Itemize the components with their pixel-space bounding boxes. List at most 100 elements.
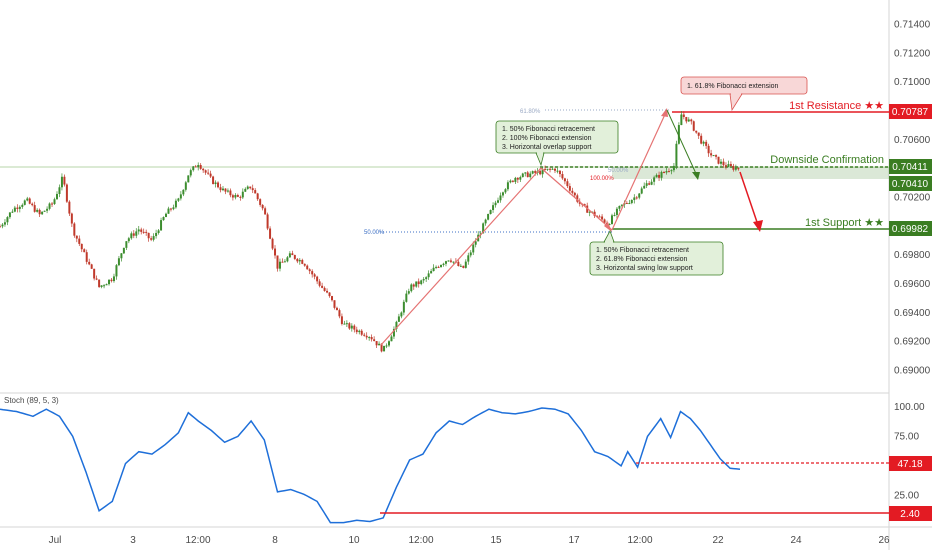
candle-body — [6, 217, 9, 223]
candle-body — [697, 132, 700, 136]
candle-body — [724, 165, 727, 167]
callout-bottom-line-2: 2. 61.8% Fibonacci extension — [596, 256, 688, 263]
candle-body — [231, 195, 234, 198]
candle-body — [603, 219, 606, 223]
candle-body — [554, 168, 556, 171]
candle-body — [303, 263, 306, 266]
candle-body — [653, 177, 656, 182]
candle-body — [348, 323, 351, 329]
candle-body — [558, 170, 561, 175]
candle-body — [685, 116, 688, 122]
candle-body — [192, 166, 195, 171]
candle-body — [239, 196, 242, 198]
candle-body — [643, 185, 646, 189]
candle-body — [586, 205, 589, 213]
candle-body — [274, 248, 277, 256]
candle-body — [544, 168, 547, 170]
candle-body — [378, 343, 381, 346]
candle-body — [155, 232, 158, 237]
candle-body — [65, 184, 68, 202]
candle-body — [601, 216, 604, 220]
candle-body — [375, 341, 378, 346]
candle-body — [88, 261, 91, 265]
candle-body — [405, 293, 408, 302]
candle-body — [301, 259, 304, 264]
candle-body — [531, 171, 534, 174]
candle-body — [83, 249, 86, 253]
candle-body — [278, 261, 281, 269]
candle-body — [392, 328, 395, 337]
candle-body — [75, 235, 78, 239]
green-leg-1-head — [692, 172, 700, 180]
candle-body — [380, 343, 383, 352]
candle-body — [638, 193, 641, 198]
candle-body — [583, 204, 586, 206]
candle-body — [281, 261, 284, 263]
candle-body — [727, 164, 730, 167]
candle-body — [187, 175, 190, 183]
candle-body — [55, 193, 58, 200]
trend-arrow-1 — [380, 167, 542, 346]
candle-body — [120, 253, 123, 259]
candle-body — [608, 224, 611, 226]
candle-body — [566, 181, 569, 187]
candle-body — [53, 199, 56, 205]
time-tick-label: 22 — [712, 535, 724, 546]
resistance-badge-value: 0.70787 — [892, 107, 929, 118]
candle-body — [338, 310, 341, 317]
candle-body — [373, 339, 376, 342]
candle-body — [1, 224, 4, 227]
candle-body — [358, 330, 361, 333]
candle-body — [410, 284, 413, 292]
candle-body — [219, 187, 222, 191]
candle-body — [648, 183, 651, 185]
candle-body — [340, 316, 343, 324]
candle-body — [680, 114, 683, 126]
candle-body — [663, 172, 666, 174]
candle-body — [440, 264, 443, 268]
candle-body — [549, 168, 552, 170]
candle-body — [117, 258, 120, 266]
candle-body — [36, 209, 39, 212]
candle-body — [323, 287, 326, 291]
candle-body — [160, 220, 163, 231]
stoch-tick-label: 100.00 — [894, 402, 925, 413]
candle-body — [675, 143, 678, 166]
candle-body — [3, 222, 6, 225]
candle-body — [556, 170, 559, 172]
candle-body — [224, 188, 227, 192]
fib-50-left-label: 50.00% — [364, 230, 385, 236]
candle-body — [368, 337, 371, 339]
candle-body — [326, 290, 329, 293]
candle-body — [672, 165, 675, 171]
candle-body — [60, 176, 63, 188]
candle-body — [412, 284, 415, 287]
candle-body — [720, 161, 723, 164]
candle-body — [710, 153, 713, 156]
candle-body — [73, 223, 76, 236]
candle-body — [514, 177, 517, 182]
candle-body — [692, 121, 695, 131]
candle-body — [127, 238, 130, 242]
candle-body — [296, 258, 299, 262]
trend-arrow-3 — [611, 109, 668, 231]
candle-body — [105, 284, 108, 286]
time-axis: Jul 3 12:00 8 10 12:00 15 17 12:00 22 24 26 — [49, 535, 890, 546]
candle-body — [63, 176, 66, 185]
candle-body — [449, 260, 452, 262]
candle-body — [489, 210, 492, 215]
callout-bottom: 1. 50% Fibonacci retracement 2. 61.8% Fi… — [589, 230, 724, 276]
candle-body — [229, 190, 232, 196]
candle-body — [712, 155, 715, 157]
candle-body — [241, 191, 244, 198]
candle-body — [529, 173, 532, 178]
candle-body — [28, 198, 31, 204]
time-tick-label: 17 — [568, 535, 580, 546]
candle-body — [132, 233, 135, 236]
candle-body — [700, 135, 703, 144]
candle-body — [430, 271, 433, 274]
candle-body — [499, 195, 502, 201]
candle-body — [316, 276, 319, 282]
candle-body — [363, 334, 366, 336]
candle-body — [197, 165, 200, 168]
